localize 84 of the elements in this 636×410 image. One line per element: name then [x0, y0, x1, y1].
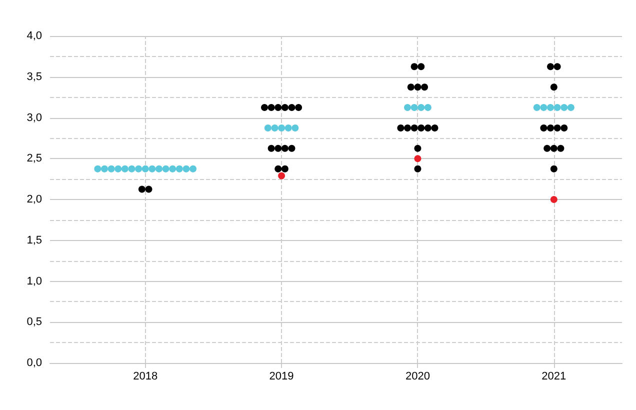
point [410, 124, 418, 132]
point [540, 104, 548, 112]
point [264, 124, 272, 132]
point [407, 84, 414, 91]
point [190, 165, 196, 172]
y-tick-label: 4,0 [26, 30, 42, 42]
point [281, 165, 288, 172]
point [281, 144, 288, 152]
point [550, 165, 558, 172]
y-tick-label: 3,0 [26, 112, 42, 124]
point [414, 144, 422, 152]
point [284, 124, 292, 132]
point [281, 104, 288, 112]
point [418, 124, 425, 132]
point [421, 84, 428, 91]
point [182, 165, 190, 172]
point [135, 165, 142, 172]
point [544, 144, 551, 152]
point [274, 144, 282, 152]
point [176, 165, 183, 172]
point [550, 196, 558, 203]
point [554, 104, 561, 112]
y-tick-label: 2,0 [26, 194, 42, 206]
point [410, 63, 418, 70]
point [278, 124, 286, 132]
x-tick-label: 2020 [405, 370, 430, 382]
point [554, 124, 561, 132]
point [410, 104, 418, 112]
x-tick-label: 2019 [269, 370, 294, 382]
point [162, 165, 170, 172]
point [278, 172, 286, 180]
point [424, 104, 432, 112]
point [271, 124, 278, 132]
point [560, 104, 568, 112]
point [547, 104, 554, 112]
point [138, 186, 146, 193]
point [288, 144, 296, 152]
point [557, 144, 564, 152]
point [100, 165, 108, 172]
point [404, 124, 411, 132]
point [554, 63, 561, 70]
x-tick-label: 2018 [133, 370, 158, 382]
point [114, 165, 122, 172]
point [424, 124, 432, 132]
point [274, 104, 282, 112]
point [169, 165, 176, 172]
x-tick-label: 2021 [542, 370, 566, 382]
point [414, 84, 422, 91]
point [418, 63, 425, 70]
point [148, 165, 156, 172]
y-tick-label: 1,5 [26, 234, 42, 246]
y-tick-label: 3,5 [26, 70, 42, 83]
point [145, 186, 152, 193]
point [431, 124, 438, 132]
point [550, 84, 558, 91]
y-tick-label: 1,0 [26, 275, 42, 288]
point [414, 155, 422, 162]
y-tick-label: 0,0 [26, 357, 42, 369]
point [288, 104, 296, 112]
point [547, 63, 554, 70]
point [560, 124, 568, 132]
point [261, 104, 268, 112]
point [404, 104, 411, 112]
point [533, 104, 540, 112]
point [418, 104, 425, 112]
point [128, 165, 136, 172]
point [142, 165, 149, 172]
point [414, 165, 422, 172]
y-tick-label: 2,5 [26, 152, 42, 165]
point [268, 144, 275, 152]
point [547, 124, 554, 132]
y-tick-label: 0,5 [26, 316, 42, 328]
point [397, 124, 404, 132]
point [274, 165, 282, 172]
point [155, 165, 162, 172]
point [268, 104, 275, 112]
point [540, 124, 548, 132]
point [94, 165, 102, 172]
point [567, 104, 574, 112]
point [108, 165, 115, 172]
point [292, 124, 299, 132]
point [550, 144, 558, 152]
point [121, 165, 128, 172]
point [295, 104, 302, 112]
